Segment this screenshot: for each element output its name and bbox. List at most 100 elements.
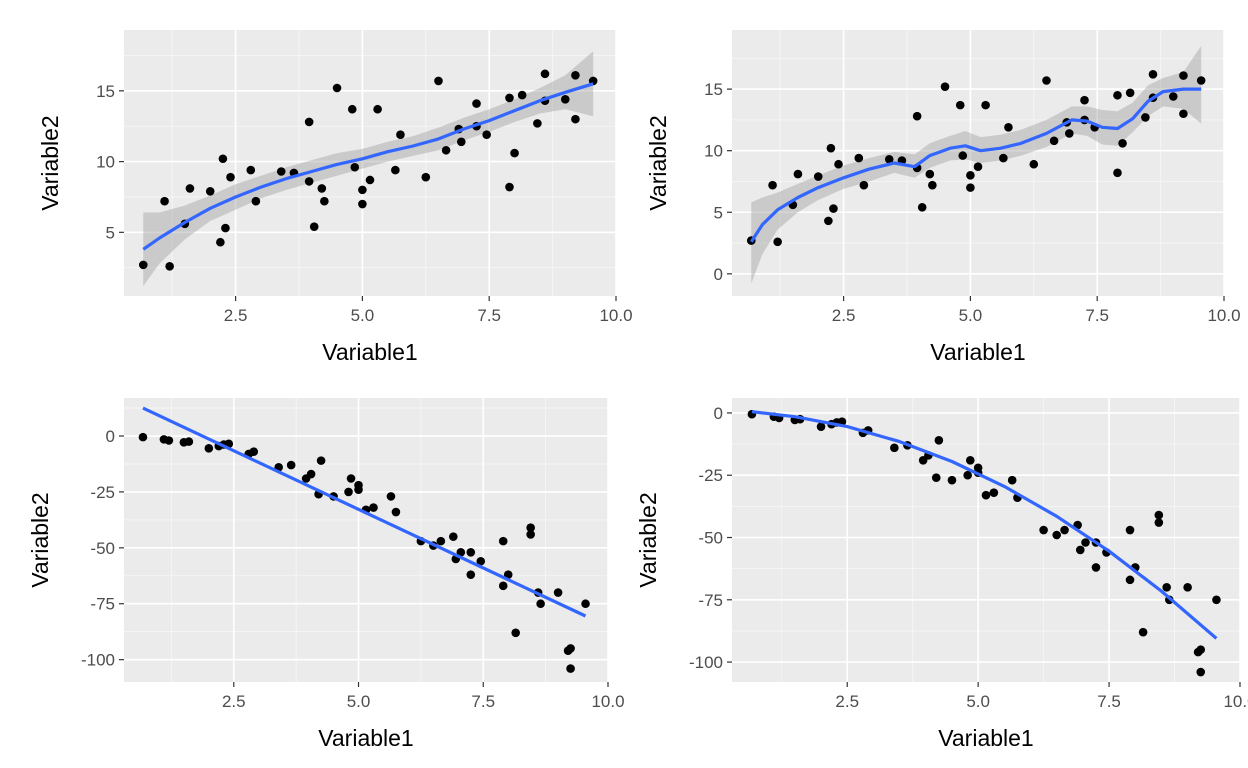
data-point — [1196, 645, 1206, 654]
data-point — [989, 488, 999, 497]
x-tick-label: 2.5 — [222, 692, 246, 711]
data-point — [540, 69, 550, 79]
y-axis-title: Variable2 — [37, 115, 63, 210]
data-point — [526, 530, 535, 539]
data-point — [816, 422, 826, 431]
data-point — [391, 165, 400, 175]
data-point — [1162, 583, 1171, 592]
data-point — [347, 104, 357, 114]
data-point — [859, 180, 869, 190]
y-axis-title: Variable2 — [27, 492, 53, 587]
x-tick-label: 2.5 — [835, 692, 859, 711]
data-point — [928, 180, 937, 190]
fit-line — [142, 82, 594, 251]
data-point — [963, 470, 972, 480]
y-tick-label: -50 — [90, 539, 115, 558]
data-point — [184, 437, 194, 446]
data-point — [511, 628, 520, 638]
data-point — [205, 186, 215, 196]
data-point — [1042, 76, 1051, 85]
y-tick-label: 0 — [714, 404, 723, 423]
data-point — [517, 90, 527, 100]
data-point — [854, 153, 864, 163]
data-point — [350, 162, 360, 172]
data-point — [434, 76, 443, 86]
data-point — [316, 456, 326, 465]
data-point — [1179, 71, 1188, 80]
x-tick-label: 7.5 — [477, 306, 501, 325]
chart-panel-bottom-left: 2.5 5.0 7.5 10.0 0 -25 -50 -75 -100 Variable1 Vari… — [27, 398, 625, 751]
data-point — [218, 154, 228, 164]
x-tick-label: 7.5 — [1085, 306, 1109, 325]
x-tick-label: 10.0 — [1207, 306, 1240, 325]
data-point — [346, 474, 356, 483]
data-point — [934, 436, 944, 445]
data-point — [386, 492, 396, 501]
data-point — [1179, 109, 1188, 119]
data-point — [773, 237, 782, 247]
data-point — [317, 184, 327, 193]
data-point — [973, 162, 983, 171]
data-point — [358, 199, 367, 209]
x-tick-label: 10.0 — [599, 306, 632, 325]
data-point — [1125, 575, 1135, 585]
y-tick-label: -100 — [81, 651, 115, 670]
data-point — [955, 100, 965, 110]
data-point — [365, 175, 375, 185]
data-point — [958, 151, 968, 160]
data-point — [1141, 113, 1150, 122]
data-point — [476, 556, 486, 566]
data-point — [249, 447, 259, 456]
y-tick-label: 0 — [714, 265, 723, 284]
data-point — [1196, 76, 1206, 85]
data-point — [436, 536, 446, 546]
data-point — [1138, 627, 1148, 637]
data-point — [503, 570, 513, 579]
data-point — [1196, 667, 1206, 677]
data-point — [1148, 70, 1158, 79]
data-point — [304, 177, 314, 186]
data-point — [1154, 518, 1164, 527]
plot-background — [124, 398, 608, 682]
data-point — [251, 196, 261, 206]
chart-panel-top-left: 2.5 5.0 7.5 10.0 5 10 15 Variable1 Variable2 — [37, 30, 633, 365]
data-point — [505, 182, 514, 192]
data-point — [526, 523, 535, 533]
grid-lines — [732, 398, 1241, 682]
data-point — [966, 171, 975, 180]
data-point — [165, 261, 174, 271]
x-tick-label: 7.5 — [471, 692, 495, 711]
data-point — [510, 148, 519, 158]
y-tick-label: 15 — [96, 82, 115, 101]
data-point — [306, 469, 316, 479]
fit-line — [751, 410, 1218, 640]
fit-line — [142, 406, 587, 618]
x-axis-title: Variable1 — [930, 339, 1025, 365]
data-point — [981, 100, 990, 110]
data-point — [1113, 90, 1122, 100]
data-point — [999, 153, 1008, 163]
data-point — [884, 155, 894, 164]
y-tick-label: -25 — [698, 466, 723, 485]
data-point — [160, 196, 169, 206]
data-point — [466, 570, 476, 579]
x-tick-label: 10.0 — [1223, 692, 1248, 711]
data-point — [286, 460, 296, 470]
data-point — [1080, 95, 1089, 105]
data-point — [566, 664, 575, 673]
data-point — [472, 99, 481, 108]
data-point — [925, 169, 935, 179]
data-point — [358, 185, 367, 195]
grid-lines — [124, 30, 617, 296]
data-point — [138, 260, 148, 270]
data-layer — [138, 406, 590, 673]
data-point — [309, 222, 319, 231]
data-point — [246, 165, 256, 175]
data-point — [966, 183, 975, 192]
data-point — [456, 547, 466, 557]
y-tick-label: 5 — [714, 203, 723, 222]
data-layer — [746, 46, 1206, 284]
data-point — [566, 644, 575, 653]
data-point — [536, 599, 545, 609]
data-point — [890, 443, 899, 453]
